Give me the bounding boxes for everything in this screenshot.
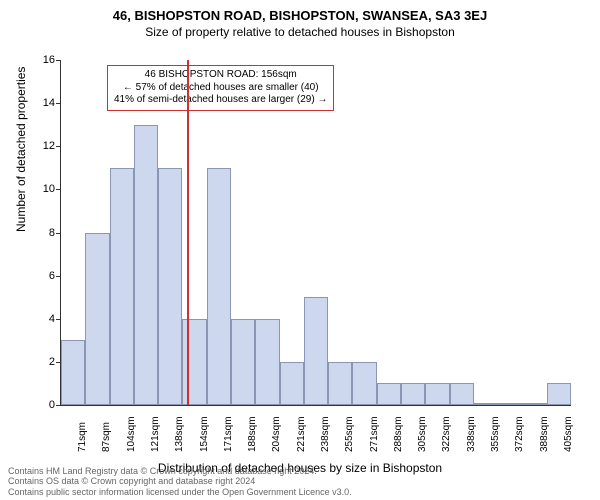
- y-tick-mark: [56, 146, 61, 147]
- x-tick-label: 87sqm: [101, 422, 112, 452]
- x-tick-label: 372sqm: [514, 416, 525, 452]
- histogram-bar: [255, 319, 279, 405]
- y-tick-mark: [56, 319, 61, 320]
- marker-line: [187, 60, 189, 405]
- histogram-bar: [498, 403, 522, 405]
- page-title: 46, BISHOPSTON ROAD, BISHOPSTON, SWANSEA…: [0, 0, 600, 23]
- y-tick-label: 4: [33, 313, 55, 325]
- annotation-line-3: 41% of semi-detached houses are larger (…: [114, 94, 327, 107]
- x-tick-label: 355sqm: [490, 416, 501, 452]
- x-tick-label: 305sqm: [417, 416, 428, 452]
- histogram-bar: [377, 383, 401, 405]
- y-axis-label: Number of detached properties: [14, 67, 28, 232]
- x-tick-label: 271sqm: [369, 416, 380, 452]
- footer-line-3: Contains public sector information licen…: [8, 487, 352, 498]
- histogram-bar: [280, 362, 304, 405]
- x-tick-label: 154sqm: [199, 416, 210, 452]
- x-tick-label: 188sqm: [247, 416, 258, 452]
- x-tick-label: 121sqm: [150, 416, 161, 452]
- page-subtitle: Size of property relative to detached ho…: [0, 23, 600, 39]
- footer-attribution: Contains HM Land Registry data © Crown c…: [8, 466, 352, 498]
- histogram-bar: [522, 403, 546, 405]
- x-tick-label: 338sqm: [466, 416, 477, 452]
- y-tick-label: 10: [33, 183, 55, 195]
- histogram-bar: [328, 362, 352, 405]
- y-tick-mark: [56, 189, 61, 190]
- y-tick-mark: [56, 103, 61, 104]
- y-tick-mark: [56, 233, 61, 234]
- x-tick-label: 255sqm: [344, 416, 355, 452]
- histogram-chart: 46 BISHOPSTON ROAD: 156sqm ← 57% of deta…: [60, 60, 571, 406]
- histogram-bar: [134, 125, 158, 405]
- y-tick-label: 2: [33, 356, 55, 368]
- histogram-bar: [231, 319, 255, 405]
- footer-line-2: Contains OS data © Crown copyright and d…: [8, 476, 352, 487]
- x-tick-label: 221sqm: [296, 416, 307, 452]
- y-tick-mark: [56, 276, 61, 277]
- x-tick-label: 322sqm: [441, 416, 452, 452]
- y-tick-label: 6: [33, 270, 55, 282]
- histogram-bar: [61, 340, 85, 405]
- annotation-line-2: ← 57% of detached houses are smaller (40…: [114, 82, 327, 95]
- y-tick-label: 8: [33, 227, 55, 239]
- x-tick-label: 288sqm: [393, 416, 404, 452]
- histogram-bar: [401, 383, 425, 405]
- histogram-bar: [547, 383, 571, 405]
- y-tick-label: 12: [33, 140, 55, 152]
- x-tick-label: 138sqm: [174, 416, 185, 452]
- histogram-bar: [450, 383, 474, 405]
- x-tick-label: 405sqm: [563, 416, 574, 452]
- y-tick-mark: [56, 60, 61, 61]
- histogram-bar: [425, 383, 449, 405]
- histogram-bar: [158, 168, 182, 405]
- y-tick-label: 14: [33, 97, 55, 109]
- histogram-bar: [207, 168, 231, 405]
- x-tick-label: 204sqm: [271, 416, 282, 452]
- x-tick-label: 104sqm: [126, 416, 137, 452]
- annotation-line-1: 46 BISHOPSTON ROAD: 156sqm: [114, 69, 327, 82]
- histogram-bar: [352, 362, 376, 405]
- histogram-bar: [182, 319, 206, 405]
- histogram-bar: [85, 233, 109, 406]
- y-tick-mark: [56, 405, 61, 406]
- annotation-box: 46 BISHOPSTON ROAD: 156sqm ← 57% of deta…: [107, 65, 334, 111]
- y-tick-label: 16: [33, 54, 55, 66]
- footer-line-1: Contains HM Land Registry data © Crown c…: [8, 466, 352, 477]
- histogram-bar: [304, 297, 328, 405]
- histogram-bar: [474, 403, 498, 405]
- x-tick-label: 71sqm: [77, 422, 88, 452]
- y-tick-label: 0: [33, 399, 55, 411]
- x-tick-label: 238sqm: [320, 416, 331, 452]
- x-tick-label: 388sqm: [539, 416, 550, 452]
- x-tick-label: 171sqm: [223, 416, 234, 452]
- histogram-bar: [110, 168, 134, 405]
